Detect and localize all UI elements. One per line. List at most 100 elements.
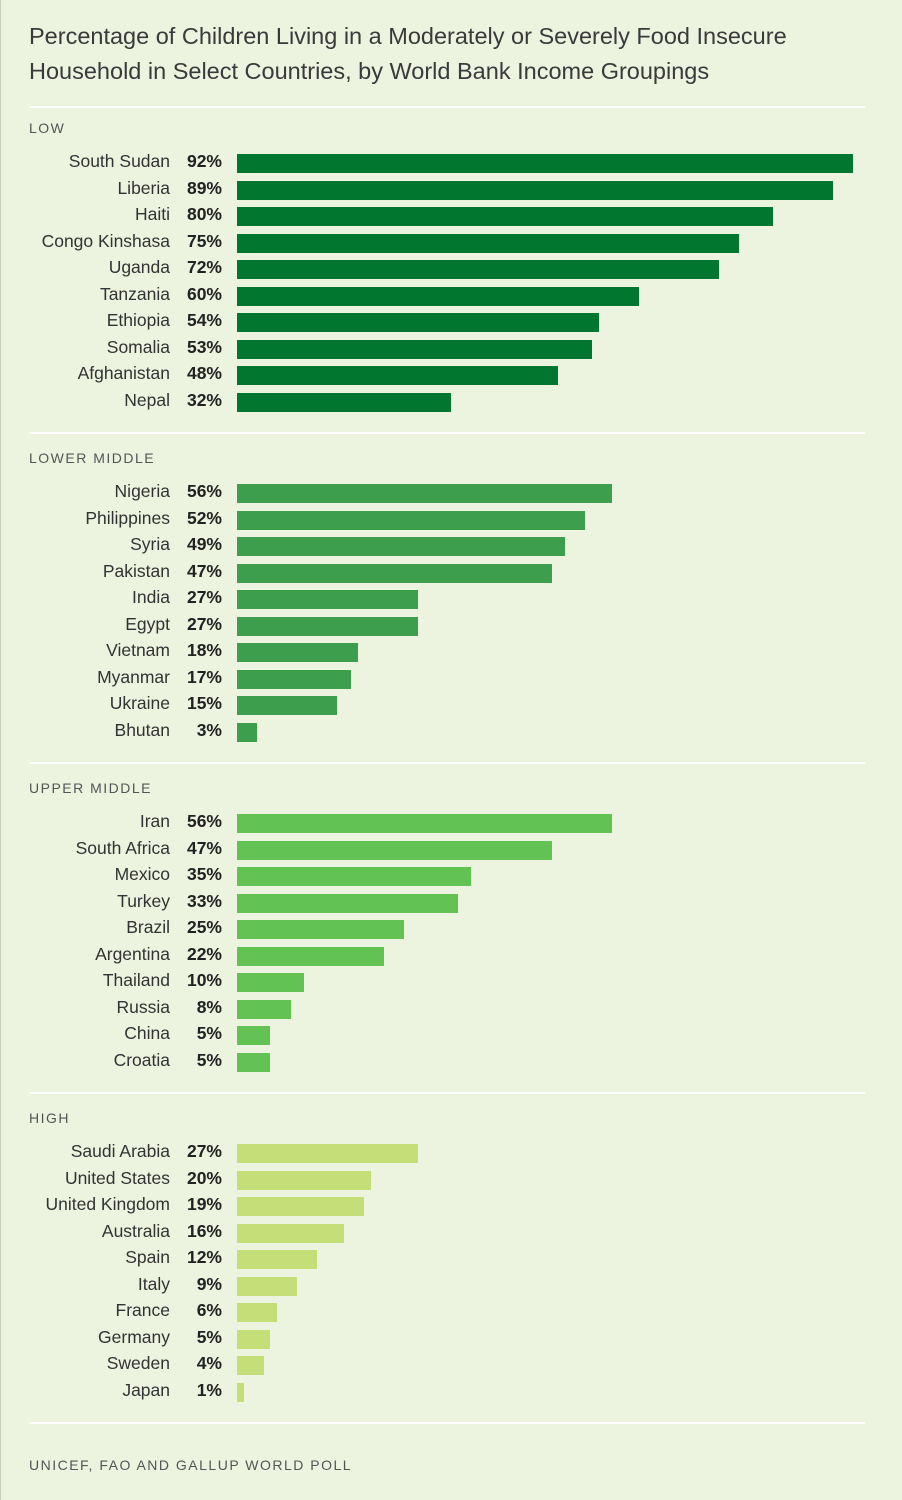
value-label: 53% xyxy=(186,336,222,357)
bar xyxy=(237,286,639,306)
value-label: 27% xyxy=(186,587,222,607)
bar-row: Australia 16% xyxy=(1,1219,902,1245)
bar xyxy=(237,1276,297,1296)
country-label: Saudi Arabia xyxy=(70,1141,170,1161)
country-label: Thailand xyxy=(102,970,170,990)
country-label: Italy xyxy=(137,1273,170,1294)
value-label: 35% xyxy=(186,864,222,884)
value-label: 5% xyxy=(196,1023,222,1043)
bar xyxy=(237,973,304,992)
bar xyxy=(237,339,592,359)
bar xyxy=(237,484,612,503)
bar-row: Croatia 5% xyxy=(1,1048,902,1074)
country-label: Congo Kinshasa xyxy=(41,230,170,251)
bar-row: Saudi Arabia 27% xyxy=(1,1139,902,1165)
bar xyxy=(237,180,833,200)
value-label: 20% xyxy=(186,1167,222,1188)
country-label: Mexico xyxy=(114,864,170,884)
value-label: 32% xyxy=(186,389,222,410)
value-label: 9% xyxy=(196,1273,222,1294)
bar xyxy=(237,1197,364,1216)
country-label: Syria xyxy=(130,534,170,554)
value-label: 25% xyxy=(186,917,222,937)
bar xyxy=(237,1329,270,1349)
bar-row: Haiti 80% xyxy=(1,202,902,228)
country-label: Russia xyxy=(116,996,171,1017)
country-label: United States xyxy=(64,1167,170,1188)
group-divider xyxy=(29,762,865,764)
bar-row: Spain 12% xyxy=(1,1245,902,1271)
group-divider xyxy=(29,1092,865,1094)
bar-row: Liberia 89% xyxy=(1,176,902,202)
bar xyxy=(237,1303,277,1322)
chart-title: Percentage of Children Living in a Moder… xyxy=(29,23,787,84)
country-label: South Sudan xyxy=(68,151,170,171)
bar xyxy=(237,1026,270,1045)
bar-row: Argentina 22% xyxy=(1,942,902,968)
value-label: 22% xyxy=(186,943,222,964)
country-label: Sweden xyxy=(106,1353,170,1373)
bar-row: United States 20% xyxy=(1,1166,902,1192)
value-label: 47% xyxy=(186,560,222,581)
bar xyxy=(237,920,404,939)
country-label: Turkey xyxy=(117,890,170,911)
bar xyxy=(237,893,458,913)
country-label: Brazil xyxy=(126,917,170,937)
bar xyxy=(237,1382,244,1402)
bar-row: Russia 8% xyxy=(1,995,902,1021)
bar-row: Afghanistan 48% xyxy=(1,361,902,387)
bar xyxy=(237,669,351,689)
country-label: Myanmar xyxy=(97,666,170,687)
bar xyxy=(237,867,471,886)
bar-row: Japan 1% xyxy=(1,1378,902,1404)
group-label: UPPER MIDDLE xyxy=(29,780,153,796)
country-label: Nigeria xyxy=(114,481,170,501)
bar xyxy=(237,207,773,226)
value-label: 8% xyxy=(196,996,222,1017)
bar-row: Egypt 27% xyxy=(1,612,902,638)
bar xyxy=(237,946,384,966)
bar-row: Sweden 4% xyxy=(1,1351,902,1377)
bar-row: Germany 5% xyxy=(1,1325,902,1351)
country-label: United Kingdom xyxy=(45,1194,170,1214)
bar-row: China 5% xyxy=(1,1021,902,1047)
bar-row: Turkey 33% xyxy=(1,889,902,915)
value-label: 5% xyxy=(196,1326,222,1347)
country-label: France xyxy=(115,1300,170,1320)
bar xyxy=(237,1250,317,1269)
value-label: 54% xyxy=(186,310,222,330)
bar xyxy=(237,643,358,662)
value-label: 18% xyxy=(186,640,222,660)
bar xyxy=(237,616,418,636)
value-label: 16% xyxy=(186,1220,222,1241)
bar xyxy=(237,537,565,556)
country-label: Nepal xyxy=(124,389,170,410)
country-label: Vietnam xyxy=(106,640,170,660)
bar-row: United Kingdom 19% xyxy=(1,1192,902,1218)
bar-row: Uganda 72% xyxy=(1,255,902,281)
value-label: 52% xyxy=(186,507,222,528)
bar-row: France 6% xyxy=(1,1298,902,1324)
value-label: 33% xyxy=(186,890,222,911)
bar-row: Ethiopia 54% xyxy=(1,308,902,334)
value-label: 27% xyxy=(186,1141,222,1161)
bar xyxy=(237,696,337,715)
bar xyxy=(237,1052,270,1072)
group-label: HIGH xyxy=(29,1110,70,1126)
country-label: Somalia xyxy=(106,336,170,357)
bar xyxy=(237,510,585,530)
bar xyxy=(237,233,739,253)
value-label: 27% xyxy=(186,613,222,634)
bar xyxy=(237,1356,264,1375)
country-label: Japan xyxy=(122,1379,170,1400)
value-label: 5% xyxy=(196,1049,222,1070)
value-label: 92% xyxy=(186,151,222,171)
country-label: Pakistan xyxy=(102,560,170,581)
source-note: UNICEF, FAO AND GALLUP WORLD POLL xyxy=(29,1457,353,1473)
value-label: 47% xyxy=(186,837,222,858)
country-label: Uganda xyxy=(108,257,170,277)
bar xyxy=(237,313,599,332)
value-label: 6% xyxy=(196,1300,222,1320)
bar-row: Philippines 52% xyxy=(1,506,902,532)
